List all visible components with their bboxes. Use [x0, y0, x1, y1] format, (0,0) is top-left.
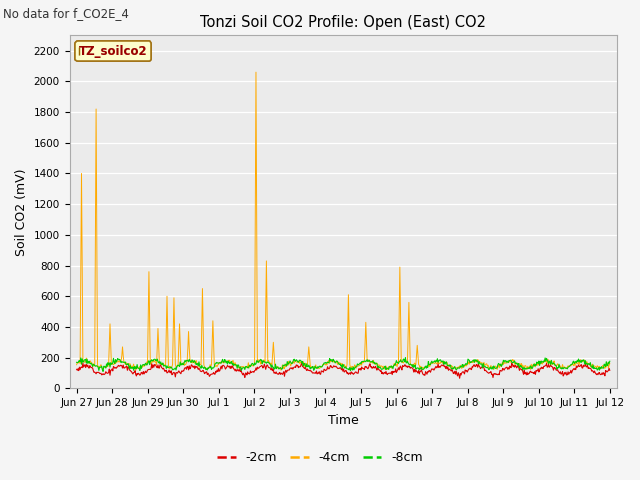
Title: Tonzi Soil CO2 Profile: Open (East) CO2: Tonzi Soil CO2 Profile: Open (East) CO2: [200, 15, 486, 30]
Legend: -2cm, -4cm, -8cm: -2cm, -4cm, -8cm: [212, 446, 428, 469]
Text: No data for f_CO2E_4: No data for f_CO2E_4: [3, 7, 129, 20]
X-axis label: Time: Time: [328, 414, 358, 427]
Y-axis label: Soil CO2 (mV): Soil CO2 (mV): [15, 168, 28, 255]
Legend: TZ_soilco2: TZ_soilco2: [76, 41, 151, 61]
